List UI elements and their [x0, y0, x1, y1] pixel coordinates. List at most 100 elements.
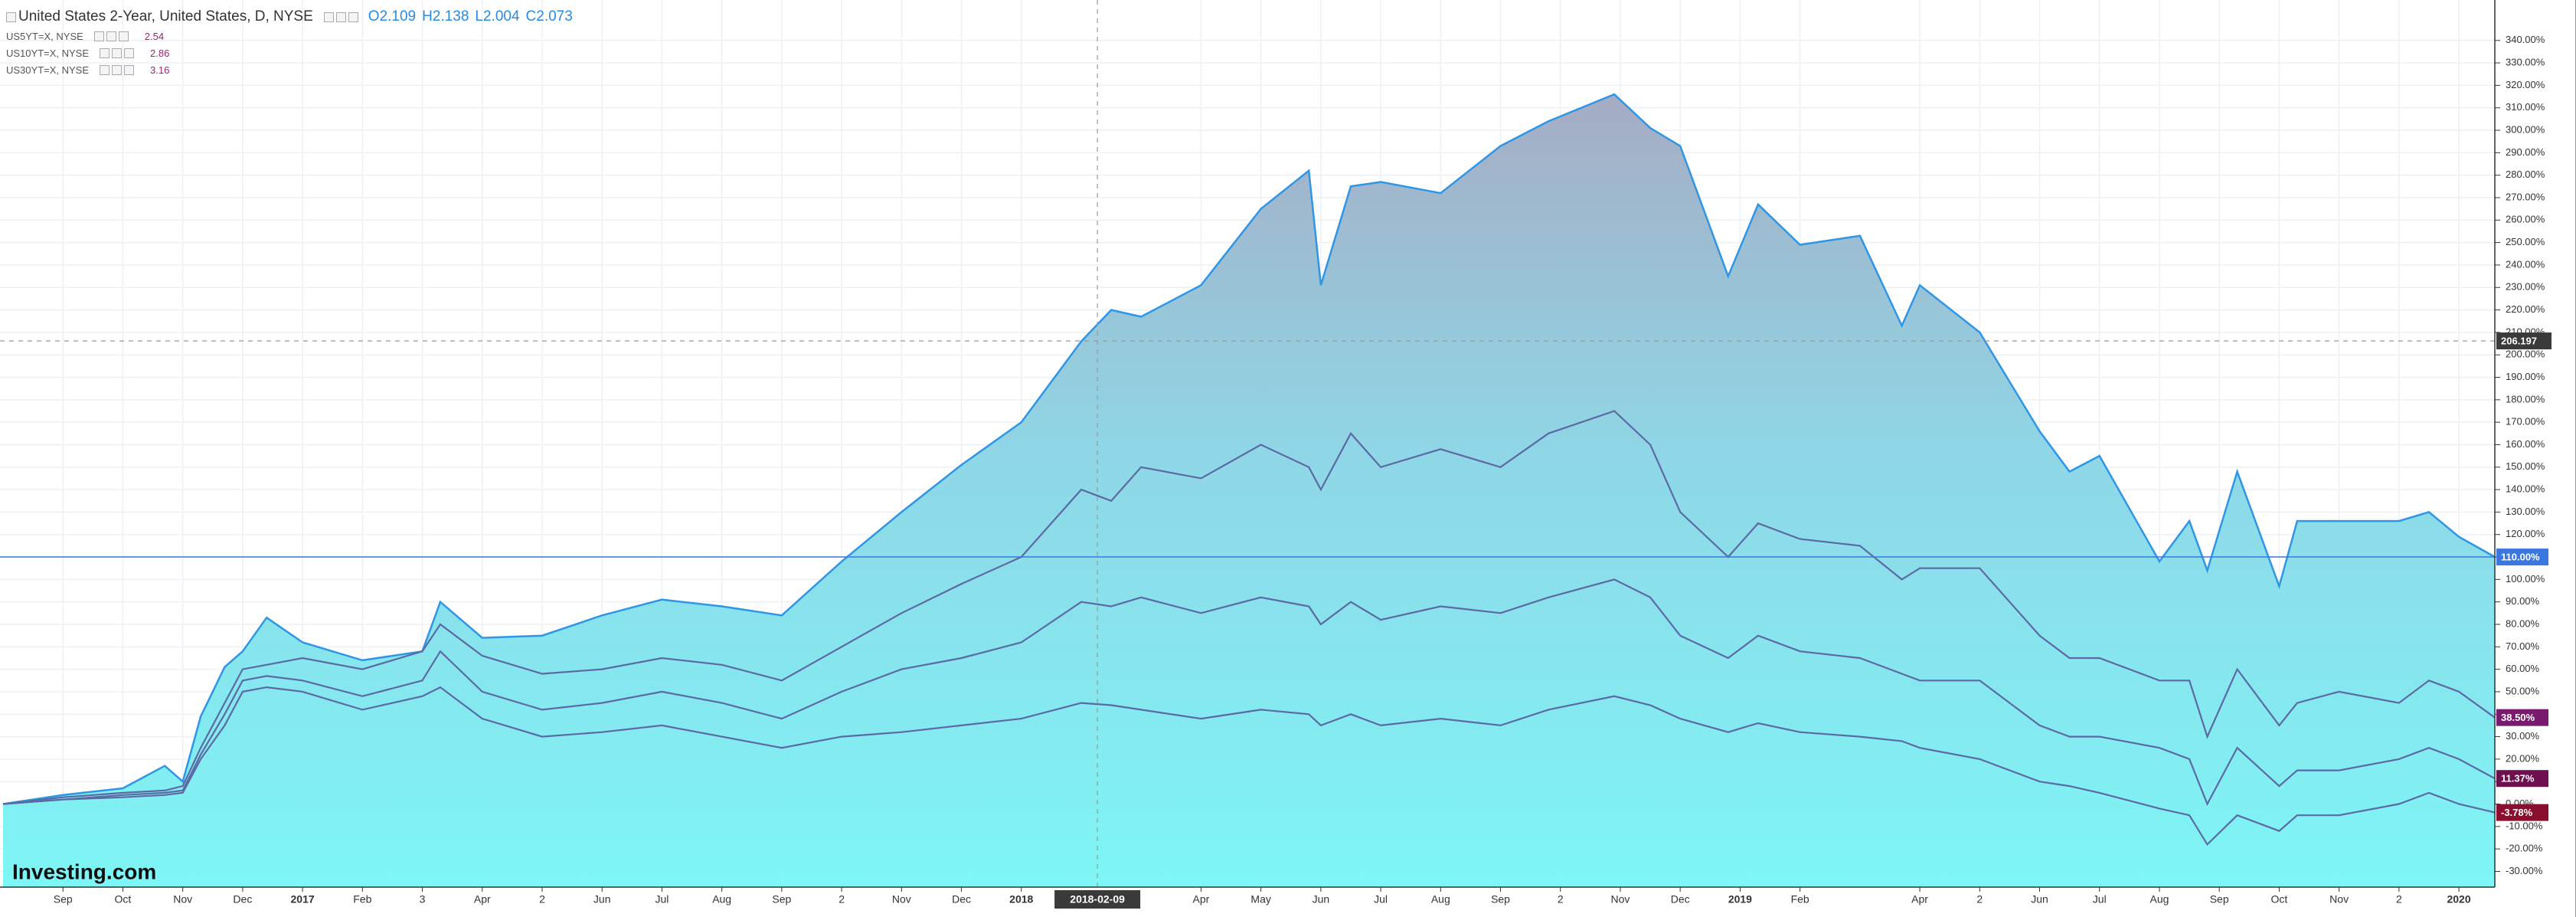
- y-tick-label: 220.00%: [2506, 303, 2545, 315]
- crosshair-date-tag: [1054, 890, 1141, 909]
- x-tick-label: Aug: [2150, 893, 2169, 906]
- y-tick-label: 190.00%: [2506, 371, 2545, 382]
- x-tick-label: Apr: [474, 893, 491, 906]
- series-line: [2, 686, 2496, 847]
- legend-row: US30YT=X, NYSE 3.16: [6, 61, 579, 78]
- x-tick-label: 2018: [1009, 893, 1033, 906]
- legend-button: [106, 31, 116, 41]
- price-axis-bg: [2495, 0, 2576, 917]
- legend-button: [335, 11, 346, 22]
- x-tick-label: Feb: [1791, 893, 1809, 906]
- x-tick-label: Apr: [1911, 893, 1928, 906]
- x-tick-label: Dec: [233, 893, 252, 906]
- ohlc-key: H: [422, 8, 433, 25]
- x-tick-label: Apr: [1193, 893, 1210, 906]
- x-tick-label: Aug: [1431, 893, 1450, 906]
- x-tick-label: 2017: [291, 893, 315, 906]
- y-tick-label: 330.00%: [2506, 57, 2545, 68]
- legend-quote: 3.16: [150, 64, 170, 76]
- y-tick-label: 320.00%: [2506, 79, 2545, 90]
- y-tick-label: 130.00%: [2506, 506, 2545, 517]
- collapse-icon: [6, 11, 16, 22]
- y-tick-label: 300.00%: [2506, 123, 2545, 135]
- legend-button: [124, 47, 135, 58]
- legend-button: [348, 11, 358, 22]
- y-tick-label: 80.00%: [2506, 617, 2540, 629]
- x-tick-label: Jul: [2093, 893, 2107, 906]
- ohlc: O2.109: [368, 8, 416, 25]
- y-tick-label: 120.00%: [2506, 528, 2545, 539]
- legend-buttons: [93, 31, 131, 41]
- legend-button: [112, 64, 123, 75]
- x-tick-label: Oct: [2271, 893, 2288, 906]
- legend-buttons: [100, 47, 136, 58]
- legend-button: [100, 64, 110, 75]
- y-tick-label: 90.00%: [2506, 595, 2540, 607]
- y-tick-label: 30.00%: [2506, 730, 2540, 742]
- x-tick-label: 3: [420, 893, 426, 906]
- x-tick-label: 2: [1558, 893, 1564, 906]
- legend-row: US5YT=X, NYSE 2.54: [6, 28, 579, 44]
- y-tick-label: 150.00%: [2506, 460, 2545, 472]
- y-tick-label: 260.00%: [2506, 214, 2545, 225]
- x-tick-label: Nov: [2329, 893, 2349, 906]
- y-tick-label: -10.00%: [2506, 820, 2543, 831]
- legend-row: United States 2-Year, United States, D, …: [6, 6, 579, 28]
- y-tick-label: 180.00%: [2506, 393, 2545, 404]
- price-tag-label: 11.37%: [2501, 773, 2535, 784]
- y-tick-label: 230.00%: [2506, 281, 2545, 293]
- y-tick-label: 50.00%: [2506, 685, 2540, 696]
- ohlc: C2.073: [526, 8, 573, 25]
- ohlc-value: 2.138: [432, 8, 469, 25]
- x-tick-label: Sep: [54, 893, 73, 906]
- price-tag: [2496, 770, 2548, 788]
- legend-button: [112, 47, 123, 58]
- x-tick-label: Sep: [1491, 893, 1510, 906]
- ohlc-value: 2.073: [536, 8, 573, 25]
- x-tick-label: Aug: [712, 893, 731, 906]
- area-line: [2, 93, 2496, 805]
- price-tag-label: 110.00%: [2501, 551, 2540, 562]
- legend-button: [93, 31, 104, 41]
- y-tick-label: 70.00%: [2506, 640, 2540, 652]
- y-tick-label: 60.00%: [2506, 663, 2540, 674]
- x-tick-label: 2: [1976, 893, 1983, 906]
- y-tick-label: 140.00%: [2506, 483, 2545, 495]
- y-tick-label: 200.00%: [2506, 349, 2545, 360]
- ohlc-key: L: [475, 8, 483, 25]
- y-tick-label: -30.00%: [2506, 865, 2543, 876]
- legend-quote: 2.54: [144, 30, 165, 42]
- legend-buttons: [323, 11, 361, 22]
- y-tick-label: 310.00%: [2506, 101, 2545, 113]
- y-tick-label: -20.00%: [2506, 843, 2543, 854]
- legend-button: [323, 11, 334, 22]
- legend-name: US30YT=X, NYSE: [6, 64, 90, 76]
- legend-button: [124, 64, 135, 75]
- x-tick-label: Nov: [892, 893, 911, 906]
- x-tick-label: Jun: [1313, 893, 1330, 906]
- legend-button: [100, 47, 110, 58]
- watermark: Investing.com: [12, 860, 156, 883]
- x-tick-label: Oct: [115, 893, 132, 906]
- y-tick-label: 100.00%: [2506, 573, 2545, 585]
- legend-name: US10YT=X, NYSE: [6, 47, 90, 59]
- series-line: [2, 578, 2496, 807]
- y-tick-label: 240.00%: [2506, 258, 2545, 270]
- x-tick-label: 2020: [2447, 893, 2470, 906]
- y-tick-label: 340.00%: [2506, 34, 2545, 45]
- x-tick-label: Jun: [2031, 893, 2048, 906]
- ohlc: L2.004: [475, 8, 519, 25]
- x-tick-label: 2: [2396, 893, 2402, 906]
- legend-row: US10YT=X, NYSE 2.86: [6, 44, 579, 61]
- crosshair-date-label: 2018-02-09: [1070, 893, 1125, 906]
- price-tag-label: -3.78%: [2501, 807, 2533, 818]
- y-tick-label: 290.00%: [2506, 146, 2545, 158]
- x-tick-label: 2: [539, 893, 545, 906]
- x-tick-label: Jul: [655, 893, 669, 906]
- x-tick-label: Jul: [1374, 893, 1388, 906]
- y-tick-label: 270.00%: [2506, 191, 2545, 202]
- price-tag-label: 38.50%: [2501, 712, 2535, 723]
- crosshair-tag: [2496, 332, 2551, 350]
